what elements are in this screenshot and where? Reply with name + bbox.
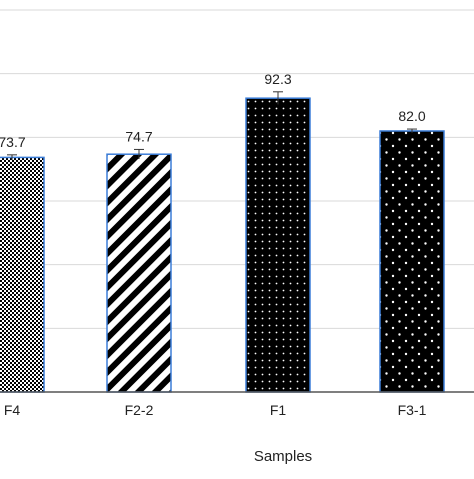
x-axis-title: Samples [254, 448, 312, 465]
error-bar-f2-2 [134, 148, 144, 159]
bar-f3-1 [379, 130, 445, 393]
bar-f4 [0, 156, 45, 393]
data-label-f2-2: 74.7 [125, 128, 152, 144]
bar-f2-2 [106, 153, 172, 393]
x-tick-label-f1: F1 [270, 402, 287, 418]
data-label-f3-1: 82.0 [398, 108, 425, 124]
data-label-f4: 73.7 [0, 134, 26, 150]
bars [0, 97, 445, 393]
error-bars [7, 91, 417, 160]
error-bar-f1 [273, 91, 283, 105]
x-tick-labels: F4 F2-2 F1 F3-1 [4, 402, 427, 418]
x-tick-label-f4: F4 [4, 402, 21, 418]
x-tick-label-f2-2: F2-2 [125, 402, 154, 418]
x-tick-label-f3-1: F3-1 [398, 402, 427, 418]
error-bar-f4 [7, 154, 17, 160]
bar-f1 [245, 97, 311, 393]
error-bar-f3-1 [407, 128, 417, 133]
data-labels: 73.7 74.7 92.3 82.0 [0, 71, 426, 150]
data-label-f1: 92.3 [264, 71, 291, 87]
